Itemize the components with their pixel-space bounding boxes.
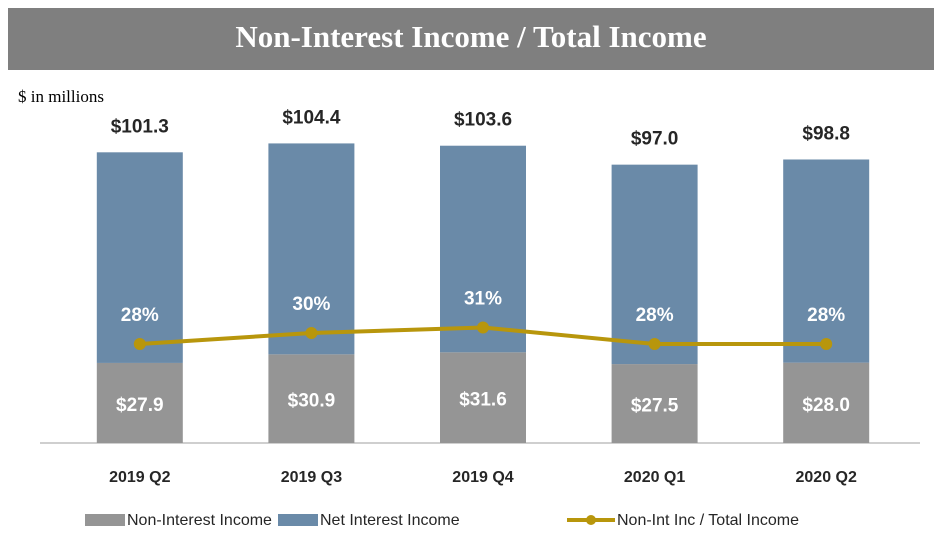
line-marker	[305, 327, 318, 339]
bar-segment	[440, 352, 526, 443]
bar-segment	[783, 159, 870, 363]
line-marker	[133, 338, 146, 350]
data-label: 28%	[807, 305, 845, 326]
total-label: $97.0	[631, 129, 679, 150]
data-label: $30.9	[288, 391, 336, 412]
data-label: 31%	[464, 289, 502, 310]
data-label: 28%	[636, 305, 674, 326]
total-label: $101.3	[111, 116, 169, 137]
legend-label: Non-Interest Income	[127, 512, 272, 529]
x-tick-label: 2020 Q2	[796, 469, 857, 486]
line-marker	[648, 338, 661, 350]
x-tick-label: 2019 Q4	[452, 469, 513, 486]
bar-segment	[268, 354, 355, 443]
data-label: $31.6	[459, 390, 507, 411]
data-label: $27.9	[116, 395, 164, 416]
data-label: 30%	[292, 294, 330, 315]
total-label: $104.4	[282, 107, 341, 128]
total-label: $98.8	[802, 124, 850, 145]
legend-swatch	[278, 514, 318, 526]
line-marker	[820, 338, 833, 350]
bar-segment	[440, 145, 526, 353]
legend-label: Net Interest Income	[320, 512, 460, 529]
bar-segment	[611, 164, 698, 365]
legend-swatch	[85, 514, 125, 526]
title-band	[8, 8, 934, 70]
x-tick-label: 2019 Q3	[281, 469, 342, 486]
legend-label: Non-Int Inc / Total Income	[617, 512, 799, 529]
subtitle: $ in millions	[18, 87, 104, 106]
data-label: $27.5	[631, 396, 679, 417]
chart-title: Non-Interest Income / Total Income	[235, 19, 706, 54]
bar-segment	[611, 364, 698, 443]
bar-segment	[268, 143, 355, 355]
legend-marker	[586, 515, 596, 525]
bar-segment	[783, 362, 870, 443]
line-marker	[477, 321, 489, 334]
bar-segment	[96, 362, 183, 443]
x-tick-label: 2020 Q1	[624, 469, 685, 486]
data-label: 28%	[121, 305, 159, 326]
total-label: $103.6	[454, 110, 512, 131]
x-tick-label: 2019 Q2	[109, 469, 170, 486]
data-label: $28.0	[802, 395, 850, 416]
bar-segment	[96, 152, 183, 363]
